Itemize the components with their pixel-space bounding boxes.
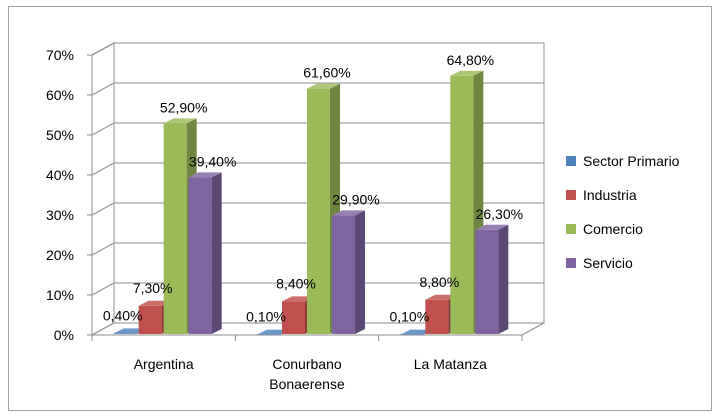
bar-top [400,329,434,335]
bar-top [307,83,340,89]
bar-top [257,329,290,335]
data-label: 39,40% [189,153,236,169]
data-label: 26,30% [476,206,523,222]
x-axis-tick-labels: Argentina Conurbano Bonaerense La Matanza [134,356,487,392]
legend-swatch [566,224,576,234]
gridline [91,162,544,176]
legend-swatch [566,190,576,200]
y-tick-label: 60% [46,87,74,103]
legend-swatch [566,156,576,166]
gridline [91,122,544,136]
y-tick-label: 20% [46,247,74,263]
data-label: 0,40% [103,307,143,323]
legend-item: Servicio [566,255,633,271]
gridline [91,242,544,256]
data-label: 7,30% [133,280,173,296]
data-label: 52,90% [160,99,207,115]
bar-top [332,210,365,216]
x-tick-label: Argentina [134,356,194,372]
bar-servicio [475,224,509,334]
bar-top [282,296,315,302]
bar-side [498,224,509,334]
legend-item: Sector Primario [566,153,680,169]
bar-side [211,172,222,334]
y-tick-label: 70% [46,47,74,63]
data-label: 29,90% [332,191,379,207]
bar-top [113,328,147,334]
bar-front [475,229,499,334]
gridline [91,202,544,216]
gridline [91,82,544,96]
x-tick-label: Conurbano Bonaerense [269,356,345,392]
gridline [91,282,544,296]
legend-label: Industria [583,187,637,203]
bar-front [188,177,212,334]
y-tick-label: 0% [54,327,74,343]
legend-label: Sector Primario [583,153,680,169]
bar-top [188,172,222,178]
side-wall [91,42,115,336]
bar-servicio [188,172,222,334]
gridline [91,42,544,56]
bar-front [450,75,474,335]
gridlines [87,42,544,341]
legend: Sector Primario Industria Comercio Servicio [566,153,680,271]
bar-top [475,224,509,230]
y-tick-label: 40% [46,167,74,183]
bar-top [163,118,197,124]
bars [113,70,509,335]
bar-servicio [332,210,365,334]
y-tick-label: 10% [46,287,74,303]
bar-top [138,300,172,306]
bar-front [163,123,187,335]
bar-front [113,333,137,334]
legend-item: Industria [566,187,637,203]
bar-top [425,294,459,300]
bar-top [450,70,484,76]
legend-item: Comercio [566,221,643,237]
data-label: 61,60% [303,65,350,81]
x-tick-label: La Matanza [414,356,487,372]
y-axis-tick-labels: 0% 10% 20% 30% 40% 50% 60% 70% [46,47,74,343]
y-tick-label: 50% [46,127,74,143]
bar-front [425,299,449,334]
data-label: 8,80% [419,274,459,290]
bar-front [332,215,355,334]
legend-label: Servicio [583,255,633,271]
data-label: 0,10% [246,309,286,325]
data-label: 64,80% [447,52,494,68]
bar-front [282,301,305,334]
bar-front [138,305,162,334]
legend-label: Comercio [583,221,643,237]
bar-front [307,88,330,334]
legend-swatch [566,258,576,268]
data-label: 8,40% [276,275,316,291]
bar-side [355,210,365,334]
data-label: 0,10% [389,309,429,325]
y-tick-label: 30% [46,207,74,223]
data-labels: 0,40% 7,30% 52,90% 39,40% 0,10% 8,40% 61,60% 29… [103,52,523,325]
